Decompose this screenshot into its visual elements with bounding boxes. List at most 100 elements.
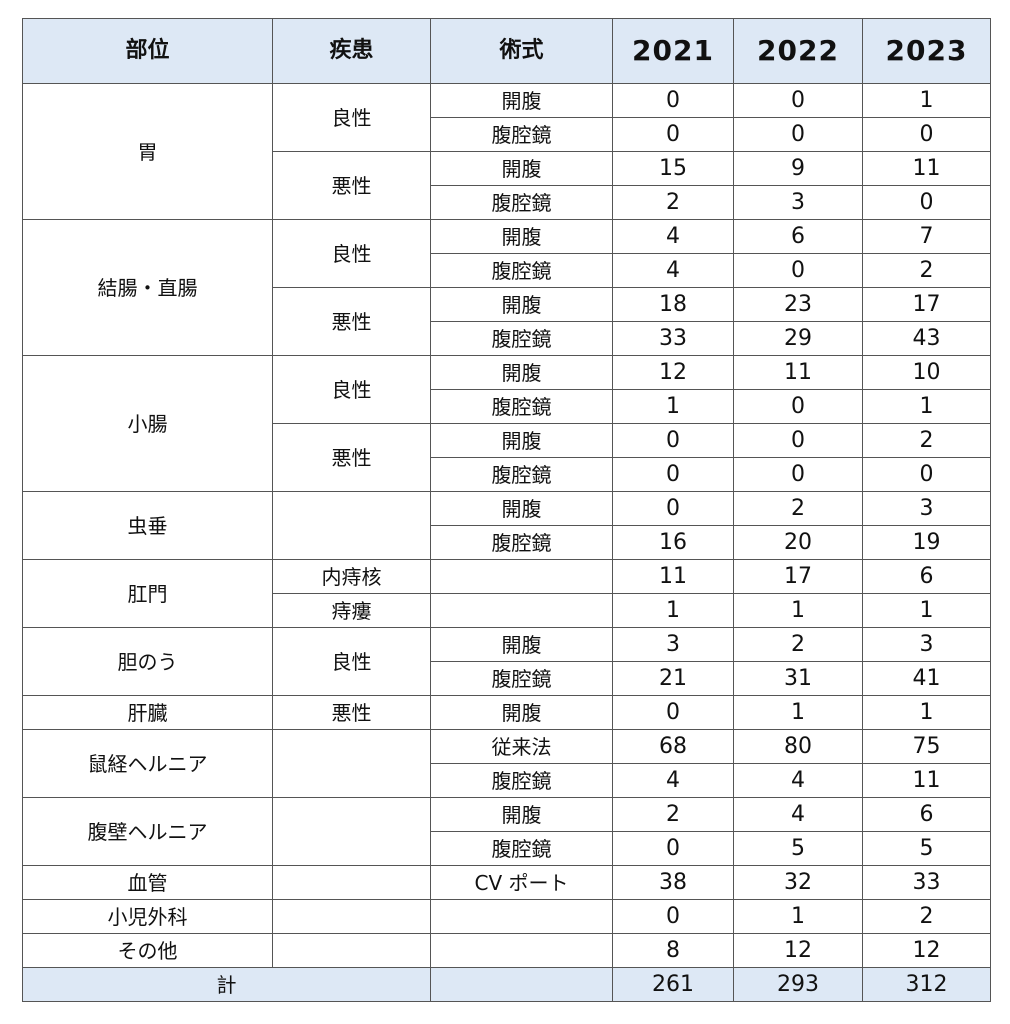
table-body: 胃良性 開腹 0 0 1 腹腔鏡 0 0 0 悪性 開腹 15 9 11 腹腔鏡 2 3 0 結腸・直腸 良性 開腹 4 6… [22, 83, 991, 1002]
value-cell: 0 [733, 457, 863, 492]
procedure-cell: 腹腔鏡 [430, 457, 613, 492]
value-cell: 1 [862, 593, 991, 628]
procedure-cell [430, 593, 613, 628]
table-row: 悪性 開腹 15 9 11 [23, 151, 991, 220]
value-cell: 4 [733, 797, 863, 832]
region-cell: その他 [22, 933, 273, 968]
disease-cell: 良性 [272, 219, 431, 288]
table-row: 腹腔鏡 4 4 11 [23, 763, 991, 798]
value-cell: 38 [612, 865, 734, 900]
table-row: その他 8 12 12 [22, 933, 991, 968]
value-cell: 0 [733, 83, 863, 118]
region-cell: 結腸・直腸 [22, 219, 273, 356]
table-row: 腹腔鏡 0 5 5 [23, 831, 991, 866]
value-cell: 0 [862, 117, 991, 152]
procedure-cell: 腹腔鏡 [430, 763, 613, 798]
value-cell: 4 [612, 219, 734, 254]
value-cell: 0 [733, 389, 863, 424]
value-cell: 0 [733, 423, 863, 458]
value-cell: 18 [612, 287, 734, 322]
table-row: 胆のう 良性 開腹 3 2 3 [22, 627, 991, 696]
region-cell: 鼠経ヘルニア [22, 729, 273, 798]
value-cell: 11 [612, 559, 734, 594]
disease-cell [272, 797, 431, 866]
procedure-cell: 開腹 [430, 491, 613, 526]
table-row: 虫垂 開腹 0 2 3 [22, 491, 991, 560]
value-cell: 1 [862, 389, 991, 424]
value-cell: 1 [733, 695, 863, 730]
total-row: 計 261 293 312 [22, 967, 991, 1002]
value-cell: 2 [862, 423, 991, 458]
disease-cell [272, 729, 431, 798]
value-cell: 1 [862, 695, 991, 730]
total-value: 312 [862, 967, 991, 1002]
value-cell: 1 [733, 899, 863, 934]
value-cell: 12 [612, 355, 734, 390]
value-cell: 4 [612, 253, 734, 288]
disease-cell: 良性 [272, 627, 431, 696]
value-cell: 4 [733, 763, 863, 798]
value-cell: 3 [733, 185, 863, 220]
value-cell: 5 [862, 831, 991, 866]
value-cell: 32 [733, 865, 863, 900]
value-cell: 3 [862, 627, 991, 662]
procedure-cell: 開腹 [430, 83, 613, 118]
table-row: 腹壁ヘルニア 開腹 2 4 6 [22, 797, 991, 866]
procedure-cell: 腹腔鏡 [430, 525, 613, 560]
procedure-cell: 開腹 [430, 219, 613, 254]
region-cell: 虫垂 [22, 491, 273, 560]
table-row: 腹腔鏡 0 0 0 [23, 117, 991, 152]
value-cell: 9 [733, 151, 863, 186]
procedure-cell [430, 559, 613, 594]
table-row: 悪性 開腹 18 23 17 [23, 287, 991, 356]
value-cell: 8 [612, 933, 734, 968]
header-cell: 術式 [430, 18, 613, 84]
value-cell: 12 [862, 933, 991, 968]
table-row: 腹腔鏡 2 3 0 [23, 185, 991, 220]
procedure-cell: 開腹 [430, 627, 613, 662]
value-cell: 6 [862, 559, 991, 594]
value-cell: 0 [612, 457, 734, 492]
value-cell: 1 [612, 593, 734, 628]
surgery-table: 部位 疾患 術式 2021 2022 2023 胃良性 開腹 0 0 1 腹腔鏡 0 0 0 悪性 開腹 15 9… [22, 18, 991, 1002]
value-cell: 11 [862, 151, 991, 186]
procedure-cell: 開腹 [430, 151, 613, 186]
value-cell: 0 [612, 831, 734, 866]
table-row: 腹腔鏡 1 0 1 [23, 389, 991, 424]
region-cell: 肝臓 [22, 695, 273, 730]
value-cell: 29 [733, 321, 863, 356]
procedure-cell: 開腹 [430, 695, 613, 730]
value-cell: 0 [612, 695, 734, 730]
value-cell: 11 [862, 763, 991, 798]
disease-cell: 良性 [272, 355, 431, 424]
disease-cell: 良性 [272, 83, 431, 152]
table-row: 腹腔鏡 33 29 43 [23, 321, 991, 356]
table-row: 痔瘻 1 1 1 [23, 593, 991, 628]
table-row: 胃良性 開腹 0 0 1 [22, 83, 991, 220]
procedure-cell [430, 899, 613, 934]
header-cell: 2022 [733, 18, 863, 84]
disease-cell: 悪性 [272, 695, 431, 730]
value-cell: 41 [862, 661, 991, 696]
value-cell: 15 [612, 151, 734, 186]
value-cell: 23 [733, 287, 863, 322]
region-cell: 腹壁ヘルニア [22, 797, 273, 866]
value-cell: 7 [862, 219, 991, 254]
disease-cell: 悪性 [272, 151, 431, 220]
procedure-cell: 従来法 [430, 729, 613, 764]
procedure-cell: 腹腔鏡 [430, 185, 613, 220]
header-cell: 疾患 [272, 18, 431, 84]
procedure-cell: 腹腔鏡 [430, 321, 613, 356]
disease-cell: 痔瘻 [272, 593, 431, 628]
value-cell: 33 [612, 321, 734, 356]
value-cell: 5 [733, 831, 863, 866]
region-cell: 小腸 [22, 355, 273, 492]
region-cell: 肛門 [22, 559, 273, 628]
value-cell: 31 [733, 661, 863, 696]
value-cell: 17 [733, 559, 863, 594]
value-cell: 0 [862, 457, 991, 492]
procedure-cell: 開腹 [430, 423, 613, 458]
procedure-cell: 腹腔鏡 [430, 661, 613, 696]
region-cell: 胆のう [22, 627, 273, 696]
